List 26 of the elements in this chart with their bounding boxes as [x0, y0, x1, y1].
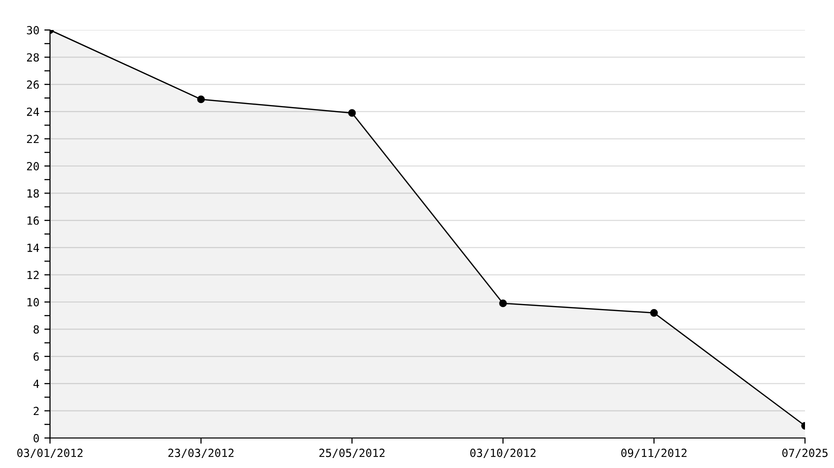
x-tick-label: 23/03/2012: [168, 448, 234, 458]
point: [348, 109, 356, 117]
point: [197, 96, 205, 104]
y-tick-label: 18: [28, 189, 39, 198]
y-tick-label: 28: [27, 53, 39, 62]
y-tick-label: 30: [26, 26, 39, 34]
point: [650, 309, 658, 317]
y-tick-label: 20: [27, 162, 39, 170]
point: [499, 300, 507, 308]
y-tick-label: 8: [34, 325, 39, 334]
y-tick-label: 4: [33, 380, 40, 388]
x-tick-label: 07/2025: [782, 448, 828, 458]
y-tick-label: 0: [34, 434, 39, 442]
y-tick-label: 2: [34, 406, 39, 416]
y-tick-label: 10: [28, 298, 39, 306]
y-tick-label: 26: [27, 80, 39, 89]
y-tick-label: 16: [28, 216, 39, 225]
y-tick-label: 6: [34, 352, 39, 361]
y-tick-label: 22: [27, 134, 39, 144]
y-tick-label: 12: [28, 270, 39, 280]
x-tick-label: 03/10/2012: [470, 448, 536, 458]
x-tick-label: 03/01/2012: [17, 448, 83, 458]
y-tick-label: 14: [28, 244, 40, 252]
x-tick-label: 09/11/2012: [621, 448, 687, 458]
x-tick-label: 25/05/2012: [319, 448, 385, 458]
y-tick-label: 24: [27, 108, 40, 116]
